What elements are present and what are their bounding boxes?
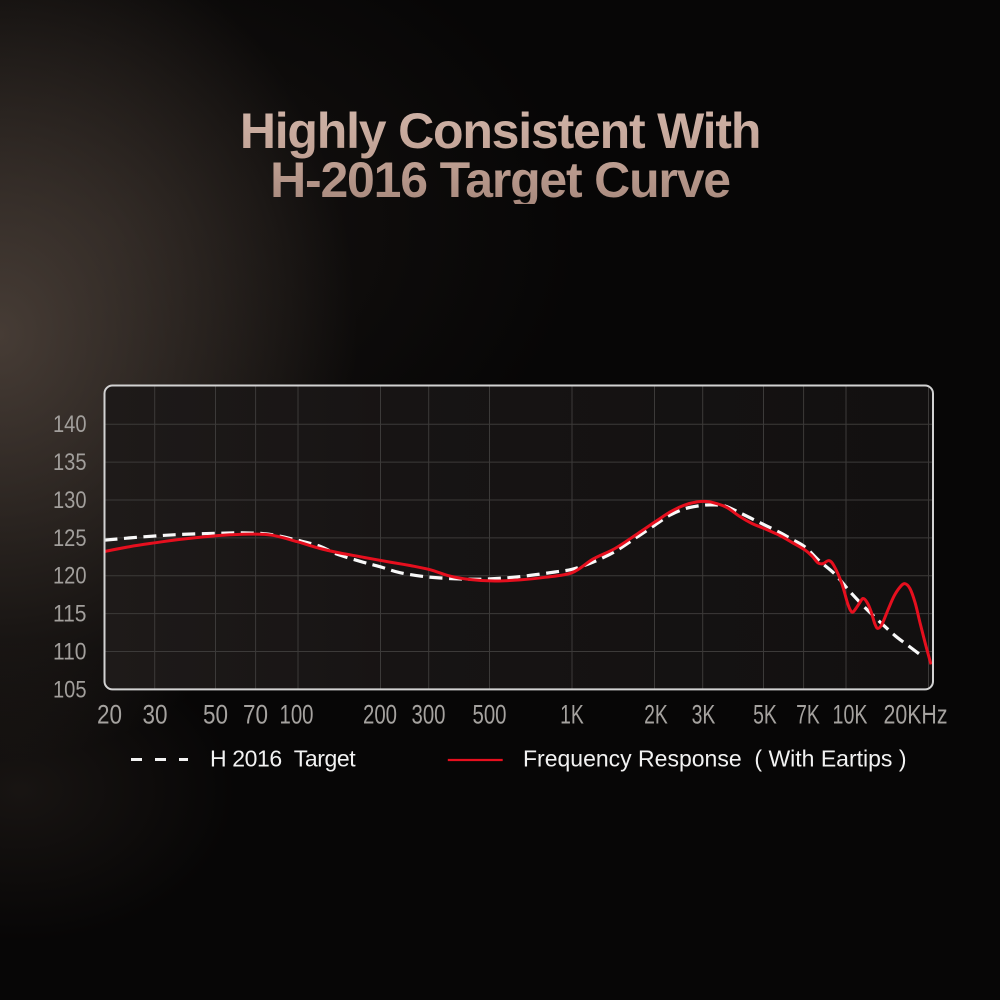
svg-text:50: 50 [203, 700, 228, 730]
svg-text:110: 110 [53, 639, 87, 666]
svg-text:135: 135 [53, 449, 87, 476]
svg-text:2K: 2K [644, 700, 668, 730]
svg-text:7K: 7K [796, 700, 820, 730]
svg-text:Frequency Response ( With Ear: Frequency Response ( With Eartips ) [523, 745, 906, 771]
svg-text:115: 115 [53, 601, 87, 628]
svg-text:130: 130 [53, 487, 87, 514]
svg-text:200: 200 [363, 700, 397, 730]
svg-text:5K: 5K [753, 700, 777, 730]
svg-text:140: 140 [53, 411, 87, 438]
svg-text:100: 100 [280, 700, 314, 730]
svg-text:20: 20 [97, 700, 122, 730]
svg-text:125: 125 [53, 525, 87, 552]
svg-text:105: 105 [53, 676, 87, 703]
svg-text:H 2016 Target: H 2016 Target [210, 745, 356, 771]
svg-text:500: 500 [473, 700, 507, 730]
svg-text:3K: 3K [692, 700, 716, 730]
svg-text:20KHz: 20KHz [884, 700, 948, 730]
svg-text:300: 300 [412, 700, 446, 730]
svg-text:10K: 10K [833, 700, 868, 730]
svg-text:120: 120 [53, 563, 87, 590]
svg-text:1K: 1K [560, 700, 584, 730]
svg-text:30: 30 [143, 700, 168, 730]
svg-text:70: 70 [243, 700, 268, 730]
